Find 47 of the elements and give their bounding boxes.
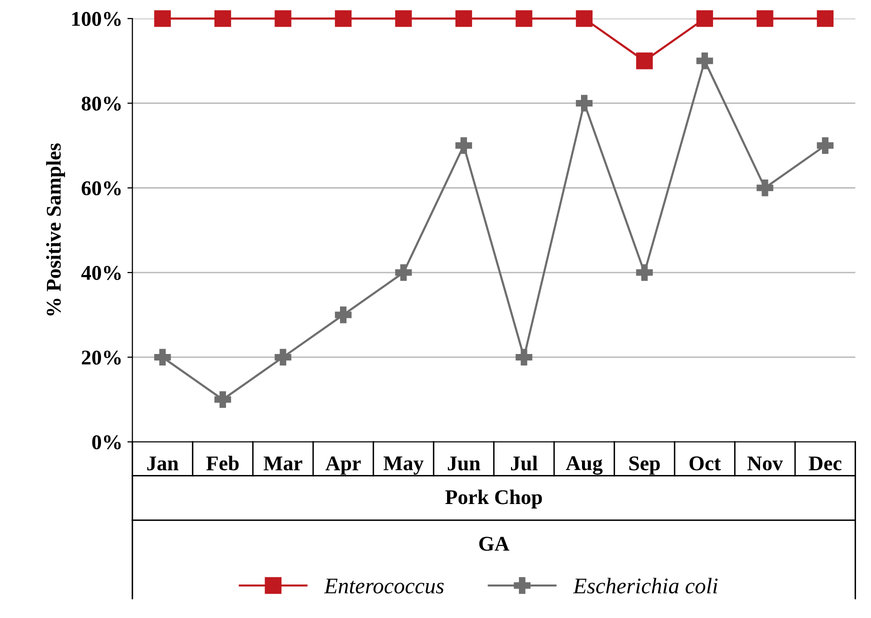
legend-label: Enterococcus [324, 578, 444, 594]
x-tick-label: Apr [326, 456, 361, 475]
point [756, 10, 774, 27]
x-tick-label: Jun [448, 456, 480, 470]
point [756, 180, 774, 196]
x-axis-title: Pork Chop [445, 490, 542, 508]
point [154, 348, 171, 366]
x-tick-label: Mar [264, 456, 302, 470]
point [816, 137, 834, 154]
point [334, 306, 352, 324]
point [696, 10, 714, 27]
x-tick-label: Oct [690, 456, 721, 470]
x-tick-label: Dec [808, 456, 842, 470]
x-tick-label: Jul [511, 456, 538, 470]
point [516, 10, 532, 27]
point [274, 348, 292, 366]
point [154, 10, 171, 27]
point [636, 52, 653, 70]
point [576, 10, 593, 27]
point [816, 10, 834, 27]
point [395, 10, 412, 27]
text: GA [479, 536, 510, 551]
y-tick-label: 20% [82, 350, 121, 365]
point [516, 348, 532, 366]
x-tick-label: Aug [566, 456, 603, 475]
y-tick-label: 40% [81, 266, 121, 280]
point [455, 10, 472, 27]
point [214, 391, 232, 408]
y-tick-label: 100% [72, 12, 121, 26]
x-tick-label: Jan [147, 456, 178, 470]
y-tick-label: 60% [82, 181, 121, 196]
x-tick-label: Nov [747, 456, 783, 470]
legend-label: Escherichia coli [573, 578, 718, 594]
point [334, 10, 352, 27]
x-tick-label: Feb [206, 456, 239, 470]
point [395, 264, 412, 281]
point [636, 264, 653, 281]
point [576, 94, 593, 112]
y-tick-label: 0% [92, 435, 121, 450]
point [696, 52, 714, 70]
point [274, 10, 292, 27]
x-tick-label: May [384, 456, 424, 475]
point [214, 10, 232, 27]
y-tick-label: 80% [82, 96, 121, 111]
point [455, 137, 472, 154]
y-axis-title: % Positive Samples [46, 143, 66, 316]
x-tick-label: Sep [629, 456, 660, 475]
